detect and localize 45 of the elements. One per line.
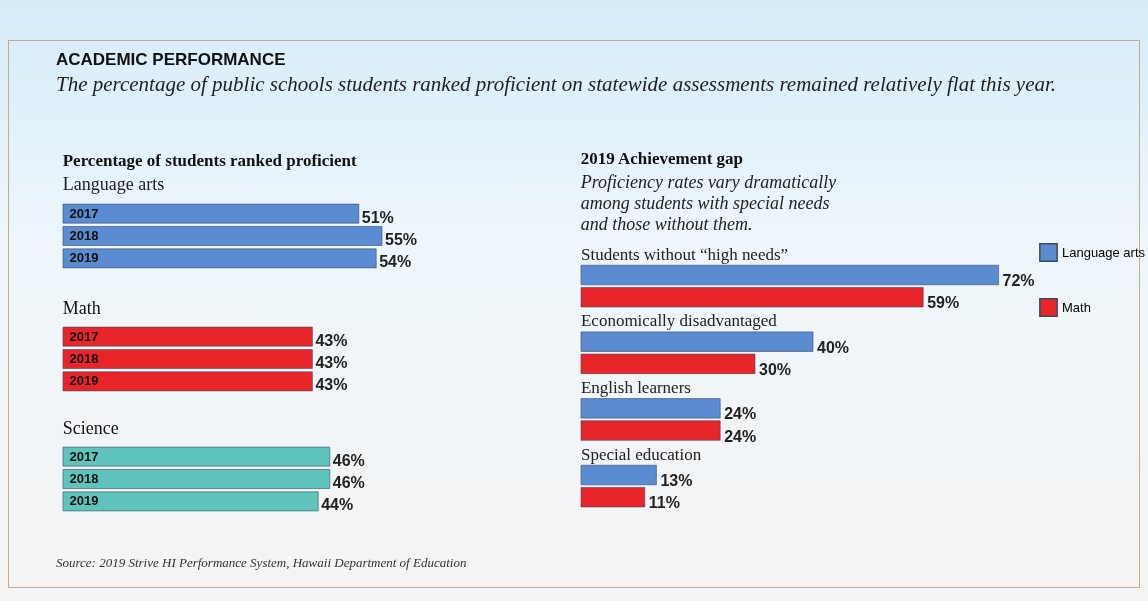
chart-subtitle: Language arts <box>62 174 165 194</box>
y-tick-label: 2019 <box>69 493 99 509</box>
y-tick-label: 2019 <box>69 250 99 266</box>
y-tick-label: 2017 <box>69 205 99 221</box>
source-note: Source: 2019 Strive HI Performance System, Hawaii Department of Education <box>56 555 467 571</box>
y-tick-label: 2018 <box>69 228 99 243</box>
y-tick-label: 2017 <box>69 448 99 464</box>
bar <box>580 264 999 286</box>
data-label: 43% <box>315 376 348 394</box>
y-tick-label: 2017 <box>69 328 99 344</box>
data-label: 51% <box>361 208 394 226</box>
data-label: 54% <box>379 253 412 271</box>
data-label: 55% <box>385 231 418 248</box>
data-label: 40% <box>817 338 849 356</box>
data-label: 43% <box>315 354 348 371</box>
y-tick-label: 2018 <box>69 351 99 366</box>
chart-title: Science <box>62 418 119 438</box>
text: The percentage of public schools students ranked proficient on statewide assessments remained relatively flat this year. <box>56 72 1058 96</box>
data-label: 46% <box>332 451 365 469</box>
legend-label: Math <box>1061 299 1091 315</box>
data-label: 43% <box>315 331 348 349</box>
chart-title: 2019 Achievement gap <box>580 149 743 168</box>
data-label: 59% <box>927 294 960 312</box>
legend-label: Language arts <box>1061 244 1146 260</box>
data-label: 46% <box>332 474 365 491</box>
bar <box>580 464 657 486</box>
chart-title: Percentage of students ranked proficient <box>62 151 358 170</box>
data-label: 24% <box>724 427 757 445</box>
y-tick-label: 2019 <box>69 373 99 389</box>
data-label: 11% <box>648 494 680 512</box>
data-label: 13% <box>660 472 693 489</box>
text: ACADEMIC PERFORMANCE <box>56 50 286 70</box>
y-tick-label: Special education <box>581 444 702 464</box>
y-tick-label: Students without “high needs” <box>581 244 789 264</box>
data-label: 72% <box>1002 272 1035 289</box>
chart-title: Math <box>62 298 101 318</box>
bar <box>580 287 924 308</box>
bar <box>580 487 646 508</box>
chart-subtitle: Proficiency rates vary dramatically among students with special needs and those without them. <box>579 172 837 234</box>
data-label: 44% <box>321 496 354 514</box>
y-tick-label: 2018 <box>69 471 99 486</box>
data-label: 30% <box>759 360 791 378</box>
y-tick-label: Economically disadvantaged <box>581 311 778 331</box>
y-tick-label: English learners <box>581 378 691 398</box>
data-label: 24% <box>724 405 757 423</box>
